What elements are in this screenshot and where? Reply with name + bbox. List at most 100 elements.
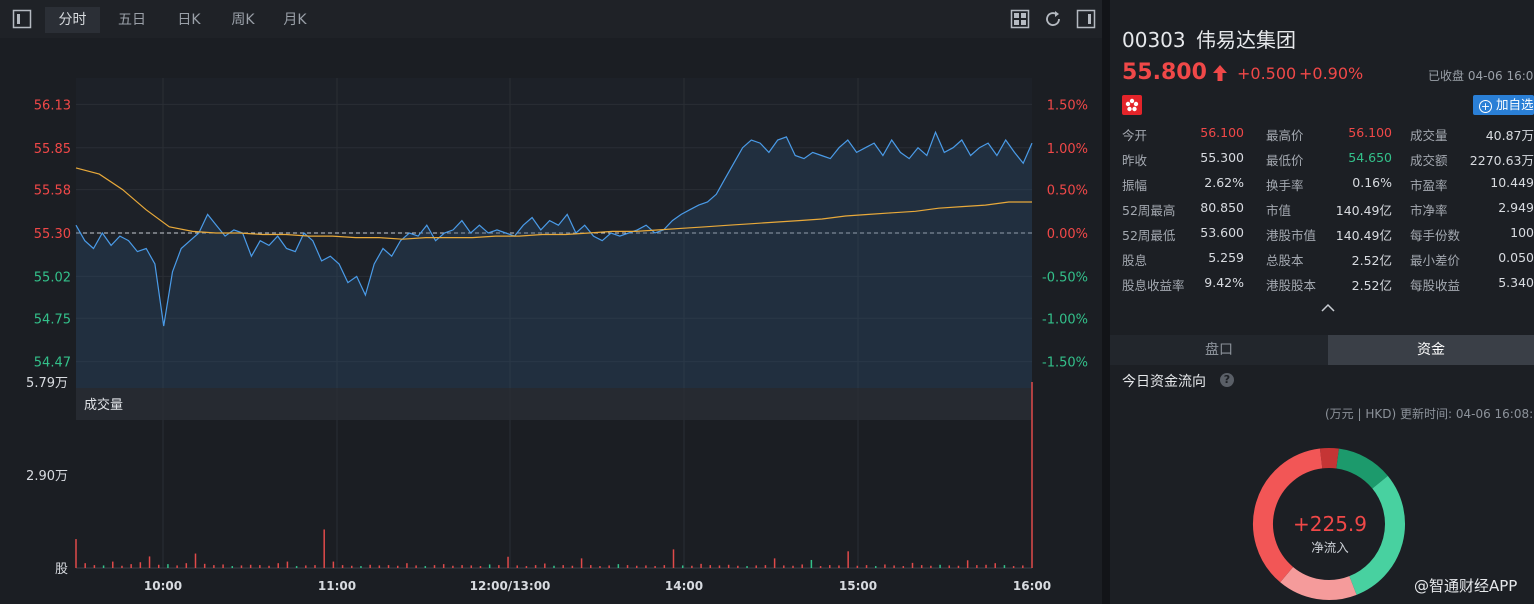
fund-flow-title: 今日资金流向 [1122,374,1206,390]
y-tick-pct-label: -0.50% [1042,270,1088,285]
stat-value: 5.340 [1498,275,1534,290]
y-tick-pct-label: -1.00% [1042,312,1088,327]
y-tick-label: 54.47 [34,356,71,371]
y-tick-label: 55.85 [34,142,71,157]
y-tick-label: 54.75 [34,312,71,327]
x-tick-label: 14:00 [665,579,703,593]
donut-segment[interactable] [1348,475,1405,595]
stock-header: 00303 伟易达集团 [1122,24,1296,53]
stat-value: 10.449 [1490,175,1534,190]
x-tick-label: 10:00 [144,579,182,593]
stat-value: 2.52亿 [1351,278,1392,293]
panel-divider[interactable] [1102,0,1110,604]
x-tick-label: 15:00 [839,579,877,593]
y-tick-pct-label: 1.50% [1047,98,1088,113]
stat-value: 140.49亿 [1335,228,1392,243]
tab-monthly-k[interactable]: 月K [283,12,307,28]
chart-panel: 分时 五日 日K 周K 月K 成交量 56.13 1.50% 55.85 1.00% 55… [0,0,1102,604]
stat-label: 股息收益率 [1122,278,1185,293]
stat-label: 52周最低 [1122,228,1176,243]
stat-value: 5.259 [1208,250,1244,265]
market-status: 已收盘 04-06 16:08 [1428,69,1534,83]
help-icon[interactable]: ? [1220,373,1234,387]
stat-value: 100 [1510,225,1534,240]
up-arrow-icon [1212,64,1228,86]
stat-value: 9.42% [1204,275,1244,290]
stat-label: 振幅 [1122,178,1148,193]
stat-label: 最高价 [1266,128,1304,143]
price-line [75,130,1033,327]
intraday-chart[interactable]: 成交量 56.13 1.50% 55.85 1.00% 55.58 0.50% 55.30 0.… [0,38,1102,604]
plus-circle-icon: + [1479,100,1492,113]
panel-toggle-icon[interactable] [1076,9,1096,29]
stat-value: 2.62% [1204,175,1244,190]
stat-label: 港股股本 [1266,278,1317,293]
y-tick-pct-label: 0.00% [1047,227,1088,242]
stat-label: 最小差价 [1410,253,1461,268]
stat-label: 最低价 [1266,153,1304,168]
donut-segment[interactable] [1319,448,1339,469]
stat-label: 每手份数 [1410,228,1461,243]
tab-weekly-k[interactable]: 周K [231,12,255,28]
chart-toolbar: 分时 五日 日K 周K 月K [0,0,1102,38]
x-tick-label: 16:00 [1013,579,1051,593]
stat-label: 换手率 [1266,178,1304,193]
y-tick-label: 55.02 [34,270,71,285]
stat-label: 每股收益 [1410,278,1461,293]
stat-label: 市值 [1266,203,1292,218]
collapse-chevron-icon[interactable] [1320,302,1336,318]
donut-segment[interactable] [1253,448,1323,583]
sidebar-toggle-icon[interactable] [12,9,32,29]
volume-title: 成交量 [84,397,123,413]
add-watchlist-label: 加自选 [1495,97,1534,112]
tab-intraday[interactable]: 分时 [45,7,100,33]
tab-order-book[interactable]: 盘口 [1110,335,1328,365]
fund-flow-donut[interactable] [1250,445,1410,604]
stat-value: 0.050 [1498,250,1534,265]
refresh-icon[interactable] [1043,9,1063,29]
x-tick-label: 12:00/13:00 [470,579,551,593]
net-inflow-label: 净流入 [1311,540,1349,555]
volume-unit-label: 股 [55,562,68,577]
tab-daily-k[interactable]: 日K [177,12,201,28]
last-price: 55.800 [1122,60,1207,85]
fund-flow-update-time: (万元 | HKD) 更新时间: 04-06 16:08:16 [1325,407,1534,421]
price-change-pct: +0.90% [1299,64,1364,83]
bottom-tabs: 盘口 资金 [1110,335,1534,365]
add-watchlist-button[interactable]: + 加自选 [1473,95,1534,115]
watermark: @智通财经APP [1414,577,1518,595]
quote-panel: 00303 伟易达集团 55.800 +0.500 +0.90% 已收盘 04-… [1110,0,1534,604]
grid-layout-icon[interactable] [1010,9,1030,29]
volume-header-bar [76,388,1032,420]
donut-segment[interactable] [1280,566,1357,600]
tab-fund[interactable]: 资金 [1328,335,1534,365]
stat-value: 2.52亿 [1351,253,1392,268]
avg-price-line [75,167,1032,240]
price-area-fill [76,132,1032,388]
volume-y-tick-label: 2.90万 [26,469,68,484]
stat-label: 市净率 [1410,203,1448,218]
tab-five-day[interactable]: 五日 [118,12,146,28]
stat-value: 140.49亿 [1335,203,1392,218]
y-tick-pct-label: 0.50% [1047,184,1088,199]
stat-value: 0.16% [1352,175,1392,190]
x-tick-label: 11:00 [318,579,356,593]
y-tick-label: 55.58 [34,184,71,199]
stat-value: 54.650 [1348,150,1392,165]
stat-value: 2270.63万 [1469,153,1534,168]
hong-kong-flag-icon [1122,95,1142,119]
y-tick-label: 56.13 [34,98,71,113]
stat-label: 港股市值 [1266,228,1317,243]
stat-label: 市盈率 [1410,178,1448,193]
stat-label: 52周最高 [1122,203,1176,218]
stat-label: 今开 [1122,128,1148,143]
y-tick-pct-label: -1.50% [1042,356,1088,371]
stat-label: 股息 [1122,253,1148,268]
donut-segment[interactable] [1335,448,1388,489]
stock-code: 00303 [1122,28,1186,52]
stock-name: 伟易达集团 [1195,28,1296,52]
stat-label: 昨收 [1122,153,1148,168]
stat-label: 总股本 [1266,253,1304,268]
stat-value: 40.87万 [1485,128,1534,143]
stat-value: 53.600 [1200,225,1244,240]
